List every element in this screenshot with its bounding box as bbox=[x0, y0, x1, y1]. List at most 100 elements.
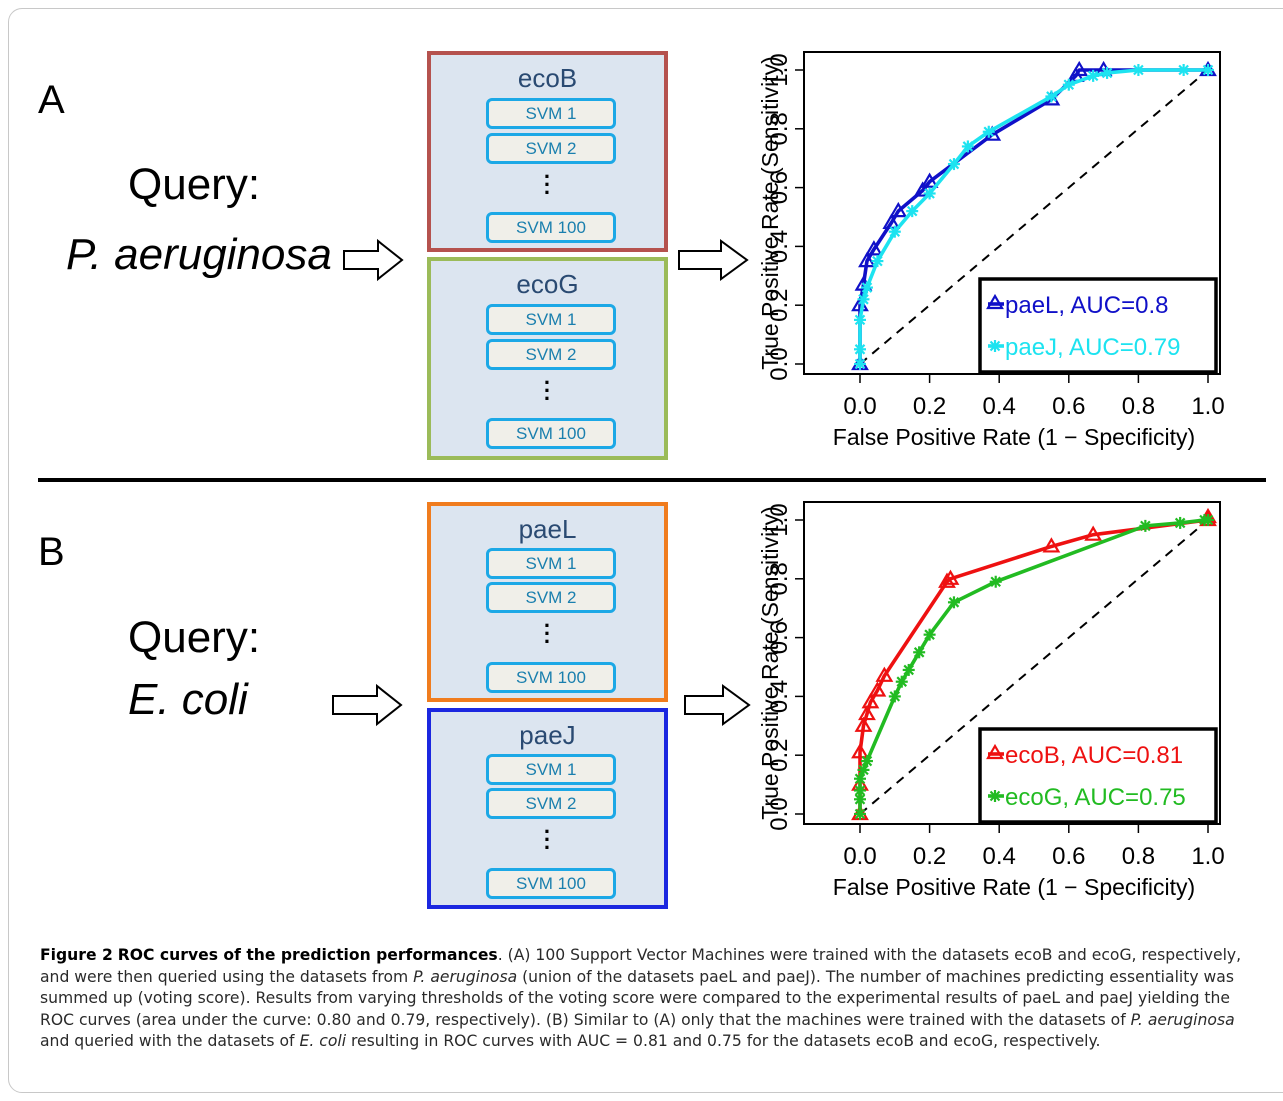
y-tick-label: 0.6 bbox=[766, 621, 793, 654]
ellipsis-icon: · · · bbox=[543, 613, 552, 654]
caption-label: Figure 2 bbox=[40, 946, 113, 964]
y-axis-label: True Positive Rate (Sensitivity) bbox=[757, 56, 783, 370]
data-point bbox=[889, 201, 908, 218]
data-point bbox=[1202, 64, 1214, 76]
marker-stroke bbox=[1174, 517, 1186, 529]
y-axis-label: True Positive Rate (Sensitivity) bbox=[757, 506, 783, 820]
marker-stroke bbox=[906, 205, 918, 217]
x-tick-label: 0.6 bbox=[1052, 843, 1085, 870]
roc-chart-a: 0.0 0.2 0.4 0.6 0.8 1.0 0.0 0.2 0.4 0.6 0.8 1.0 Fals… bbox=[757, 51, 1225, 450]
marker-stroke bbox=[896, 676, 908, 687]
data-point bbox=[938, 572, 956, 588]
figure-frame bbox=[8, 8, 1283, 1093]
data-point bbox=[982, 125, 995, 138]
marker-stroke bbox=[1046, 91, 1057, 102]
legend-label: paeL, AUC=0.8 bbox=[1005, 292, 1168, 319]
data-point bbox=[888, 225, 901, 238]
data-point bbox=[854, 313, 866, 326]
data-point bbox=[854, 784, 866, 797]
panel-b-output-arrow-icon bbox=[684, 684, 751, 726]
marker-stroke bbox=[924, 188, 935, 199]
data-point bbox=[854, 716, 873, 732]
caption-italic: P. aeruginosa bbox=[413, 967, 518, 986]
marker-stroke bbox=[1202, 514, 1214, 526]
marker-stroke bbox=[854, 344, 866, 355]
ensemble-title: paeJ bbox=[519, 720, 576, 750]
svm-box: SVM 100 bbox=[486, 868, 616, 899]
marker-stroke bbox=[913, 647, 925, 658]
x-tick-label: 0.8 bbox=[1122, 843, 1155, 870]
panel-b-query-arrow-icon bbox=[332, 683, 403, 727]
svm-box: SVM 100 bbox=[486, 662, 616, 693]
data-point bbox=[851, 743, 869, 759]
data-point bbox=[871, 255, 884, 268]
data-point bbox=[1101, 66, 1114, 79]
marker-stroke bbox=[1063, 79, 1075, 90]
x-tick-label: 0.4 bbox=[983, 393, 1016, 420]
panel-a-query-label: Query: bbox=[128, 160, 261, 209]
x-tick-label: 0.2 bbox=[913, 393, 946, 420]
marker-stroke bbox=[858, 294, 869, 305]
y-tick-label: 0.8 bbox=[766, 112, 793, 145]
ellipsis-icon: · · · bbox=[543, 164, 552, 205]
x-tick-label: 0.0 bbox=[843, 843, 876, 870]
caption-text: . (A) 100 Support Vector Machines were t… bbox=[40, 946, 1242, 986]
legend-marker bbox=[986, 293, 1004, 310]
y-tick-label: 0.0 bbox=[766, 797, 793, 830]
data-point bbox=[1087, 69, 1100, 82]
svm-box: SVM 2 bbox=[486, 133, 616, 164]
x-tick-label: 0.0 bbox=[843, 393, 876, 420]
series-1 bbox=[854, 514, 1214, 820]
legend-label: paeJ, AUC=0.79 bbox=[1005, 334, 1180, 361]
y-tick-label: 1.0 bbox=[766, 53, 793, 86]
data-point bbox=[858, 251, 876, 268]
data-point bbox=[1070, 60, 1089, 77]
panel-divider bbox=[38, 478, 1266, 482]
caption-text: and queried with the datasets of bbox=[40, 1032, 300, 1050]
data-point bbox=[861, 693, 880, 709]
legend-box bbox=[978, 277, 1218, 374]
data-point bbox=[920, 172, 939, 188]
panel-b-query-label: Query: bbox=[128, 613, 261, 662]
diagonal-reference-line bbox=[859, 69, 1209, 365]
x-tick-label: 0.2 bbox=[913, 843, 946, 870]
marker-stroke bbox=[962, 141, 974, 152]
marker-stroke bbox=[983, 126, 995, 138]
data-point bbox=[1139, 519, 1152, 532]
data-point bbox=[902, 663, 915, 676]
plot-frame bbox=[803, 51, 1221, 375]
svm-box: SVM 100 bbox=[486, 418, 616, 449]
marker-stroke bbox=[990, 576, 1001, 588]
marker-stroke bbox=[889, 691, 901, 702]
marker-stroke bbox=[872, 255, 883, 267]
data-point bbox=[875, 666, 894, 682]
marker-stroke bbox=[854, 358, 866, 370]
series-0 bbox=[851, 60, 1217, 371]
ensemble-paej: paeJ SVM 1 SVM 2 · · · SVM 100 bbox=[427, 708, 668, 909]
caption-italic: P. aeruginosa bbox=[1130, 1010, 1235, 1029]
ensemble-ecog: ecoG SVM 1 SVM 2 · · · SVM 100 bbox=[427, 257, 668, 460]
y-tick-label: 0.6 bbox=[766, 171, 793, 204]
series-1 bbox=[854, 64, 1214, 370]
svm-box: SVM 1 bbox=[486, 754, 616, 785]
data-point bbox=[941, 569, 960, 585]
panel-a-organism: P. aeruginosa bbox=[66, 230, 332, 279]
svm-box: SVM 1 bbox=[486, 98, 616, 129]
ensemble-ecob: ecoB SVM 1 SVM 2 · · · SVM 100 bbox=[427, 51, 668, 252]
data-point bbox=[868, 681, 887, 697]
x-tick-label: 1.0 bbox=[1191, 393, 1224, 420]
data-point bbox=[854, 772, 866, 785]
data-point bbox=[888, 690, 901, 703]
marker-stroke bbox=[924, 629, 935, 640]
caption-text: (union of the datasets paeL and paeJ). T… bbox=[40, 967, 1234, 1029]
marker-stroke bbox=[1133, 64, 1144, 76]
marker-stroke bbox=[1202, 64, 1214, 76]
data-point bbox=[865, 240, 883, 256]
figure-caption: Figure 2 ROC curves of the prediction pe… bbox=[40, 945, 1262, 1053]
marker-stroke bbox=[1178, 64, 1189, 76]
marker-stroke bbox=[948, 597, 960, 608]
data-point bbox=[854, 808, 866, 820]
marker-stroke bbox=[903, 664, 914, 676]
y-tick-label: 0.4 bbox=[766, 680, 793, 713]
data-point bbox=[1132, 64, 1145, 76]
